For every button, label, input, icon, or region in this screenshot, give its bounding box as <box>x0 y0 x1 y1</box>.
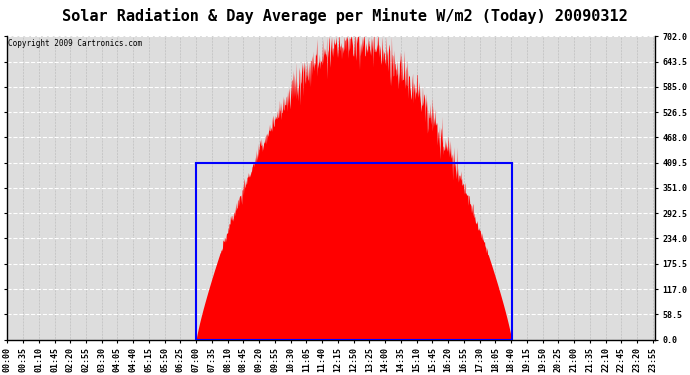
Text: Solar Radiation & Day Average per Minute W/m2 (Today) 20090312: Solar Radiation & Day Average per Minute… <box>62 8 628 24</box>
Text: Copyright 2009 Cartronics.com: Copyright 2009 Cartronics.com <box>8 39 142 48</box>
Bar <box>196 163 511 340</box>
